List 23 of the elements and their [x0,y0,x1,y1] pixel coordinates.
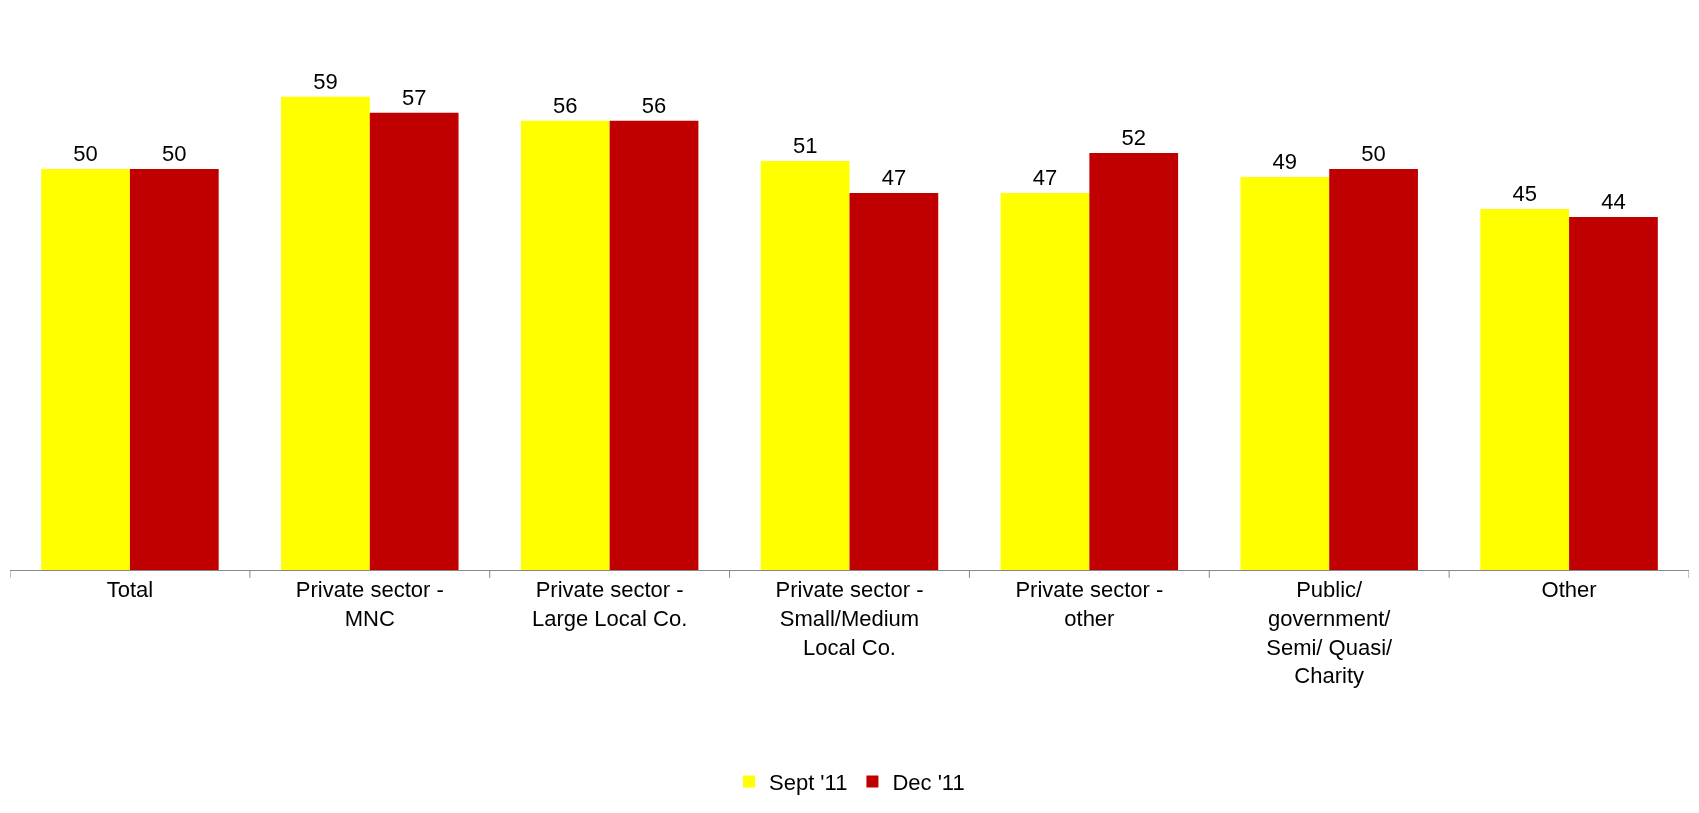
x-tick-label: Private sector - other [1015,577,1164,631]
data-label: 47 [881,165,907,191]
x-tick-label: Public/ government/ Semi/ Quasi/ Charity [1266,577,1394,689]
legend-label: Sept '11 [769,770,848,796]
data-label: 59 [313,68,338,94]
data-label: 56 [641,92,667,118]
data-label: 50 [162,140,187,166]
data-label: 52 [1121,124,1146,150]
x-tick-label: Other [1541,577,1597,603]
x-tick-label: Private sector - MNC [295,577,444,631]
legend-label: Dec '11 [892,770,965,796]
data-label: 45 [1512,181,1537,207]
data-label: 56 [553,92,578,118]
data-label: 49 [1272,148,1298,174]
data-label: 44 [1601,189,1626,215]
x-tick-label: Private sector - Large Local Co. [531,577,688,631]
x-tick-label: Total [106,577,154,603]
data-label: 51 [792,132,818,158]
x-tick-label: Private sector - Small/Medium Local Co. [775,577,924,660]
data-label: 57 [401,84,427,110]
data-label: 47 [1032,165,1058,191]
data-label: 50 [73,140,98,166]
data-label: 50 [1361,140,1386,166]
